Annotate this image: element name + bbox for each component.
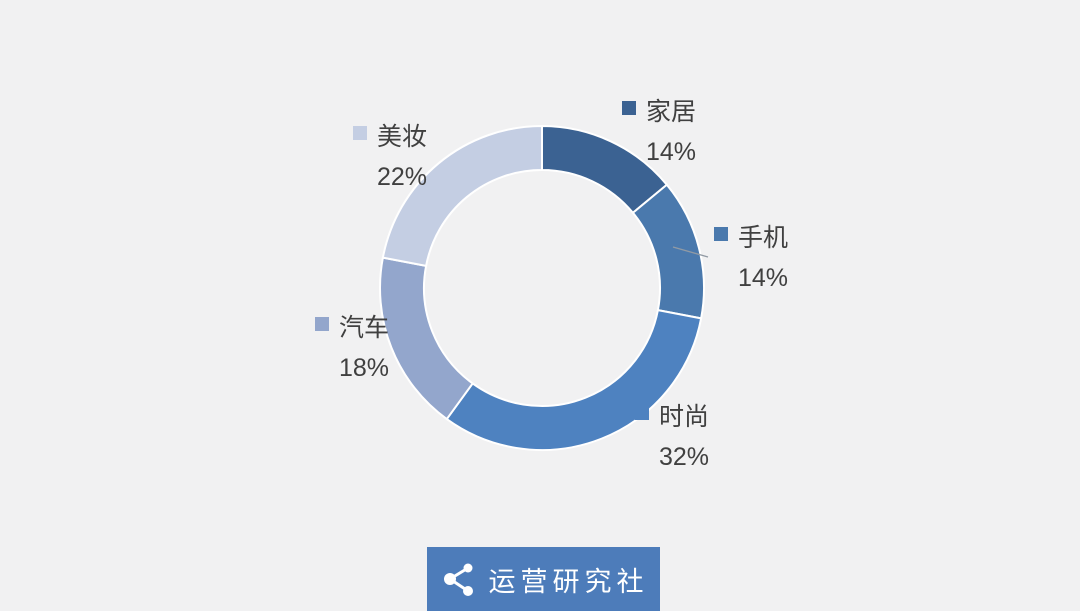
slice-percent: 22% (377, 163, 428, 191)
slice-percent: 14% (646, 138, 697, 166)
legend-marker-meizhuang (353, 126, 367, 140)
slice-name: 美妆 (377, 123, 428, 151)
slice-percent: 32% (659, 443, 710, 471)
slice-label-qiche: 汽车 18% (315, 308, 389, 388)
slice-label-meizhuang: 美妆 22% (353, 117, 427, 197)
slice-percent: 14% (738, 264, 789, 292)
slice-name: 家居 (646, 98, 697, 126)
leader-line-shouji (672, 246, 709, 258)
slice-label-shishang: 时尚 32% (635, 397, 709, 477)
legend-marker-shishang (635, 406, 649, 420)
share-icon (443, 563, 473, 596)
legend-marker-jiaju (622, 101, 636, 115)
legend-marker-shouji (714, 227, 728, 241)
brand-logo-text: 运营研究社 (488, 566, 649, 597)
slice-percent: 18% (339, 354, 390, 382)
donut-slice-美妆 (381, 125, 543, 267)
slice-name: 手机 (738, 224, 789, 252)
donut-slice-汽车 (379, 256, 474, 421)
donut-slice-手机 (631, 183, 705, 320)
slice-name: 汽车 (339, 314, 390, 342)
brand-logo: 运营研究社 (427, 547, 660, 611)
slice-name: 时尚 (659, 403, 710, 431)
slice-label-jiaju: 家居 14% (622, 92, 696, 172)
slice-label-shouji: 手机 14% (714, 218, 788, 298)
legend-marker-qiche (315, 317, 329, 331)
